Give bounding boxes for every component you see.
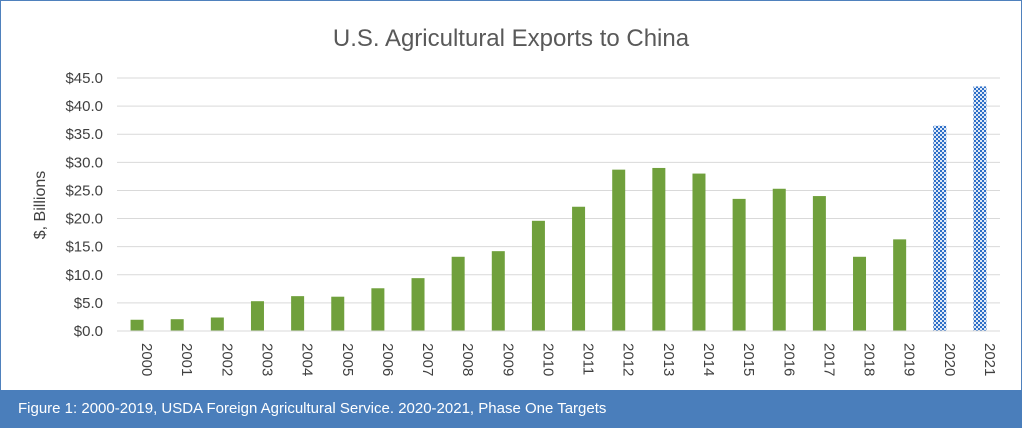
x-tick-label: 2017 <box>820 343 837 376</box>
chart: U.S. Agricultural Exports to China $, Bi… <box>32 25 1000 376</box>
y-axis-label: $, Billions <box>32 171 49 239</box>
bar-2001 <box>170 319 184 331</box>
bar-2000 <box>130 319 144 331</box>
x-tick-label: 2010 <box>539 343 556 376</box>
y-tick-label: $15.0 <box>65 239 103 256</box>
x-tick-label: 2011 <box>580 343 597 375</box>
bar-2002 <box>210 317 224 331</box>
bar-2014 <box>692 173 706 331</box>
y-tick-label: $20.0 <box>65 211 103 228</box>
x-tick-label: 2003 <box>258 343 275 376</box>
bar-2009 <box>491 251 505 331</box>
bar-2021 <box>973 86 987 331</box>
bar-2011 <box>572 206 586 331</box>
bar-2016 <box>772 188 786 331</box>
x-axis-ticks: 2000 2001 2002 2003 2004 2005 2006 2007 2008 2009… <box>138 343 998 376</box>
x-tick-label: 2020 <box>941 343 958 376</box>
bar-2013 <box>652 167 666 331</box>
y-tick-label: $40.0 <box>65 98 103 115</box>
x-tick-label: 2002 <box>218 343 235 376</box>
x-tick-label: 2001 <box>178 343 195 376</box>
bar-2010 <box>531 220 545 331</box>
bar-2008 <box>451 256 465 331</box>
y-axis-ticks: $0.0 $5.0 $10.0 $15.0 $20.0 $25.0 $30.0 $35.0 $4… <box>65 70 103 340</box>
x-tick-label: 2015 <box>740 343 757 376</box>
y-tick-label: $25.0 <box>65 182 103 199</box>
x-tick-label: 2009 <box>499 343 516 376</box>
x-tick-label: 2005 <box>339 343 356 376</box>
bar-2015 <box>732 198 746 331</box>
bars <box>130 86 987 332</box>
y-tick-label: $0.0 <box>74 323 103 340</box>
bar-2018 <box>853 256 867 331</box>
x-tick-label: 2012 <box>620 343 637 376</box>
y-tick-label: $45.0 <box>65 70 103 87</box>
figure-caption: Figure 1: 2000-2019, USDA Foreign Agricu… <box>0 390 1022 428</box>
x-tick-label: 2018 <box>861 343 878 376</box>
bar-2019 <box>893 239 907 331</box>
bar-2020 <box>933 125 947 332</box>
x-tick-label: 2014 <box>700 343 717 376</box>
bar-2012 <box>612 169 626 331</box>
x-tick-label: 2013 <box>660 343 677 376</box>
y-tick-label: $5.0 <box>74 295 103 312</box>
y-tick-label: $35.0 <box>65 126 103 143</box>
x-tick-label: 2004 <box>299 343 316 376</box>
x-tick-label: 2007 <box>419 343 436 376</box>
bar-2004 <box>291 296 305 331</box>
bar-2007 <box>411 278 425 331</box>
y-tick-label: $30.0 <box>65 154 103 171</box>
x-tick-label: 2000 <box>138 343 155 376</box>
x-tick-label: 2021 <box>981 343 998 376</box>
bar-2003 <box>250 301 264 331</box>
gridlines <box>117 77 1000 304</box>
y-tick-label: $10.0 <box>65 267 103 284</box>
x-tick-label: 2006 <box>379 343 396 376</box>
bar-2005 <box>331 296 345 331</box>
x-tick-label: 2008 <box>459 343 476 376</box>
bar-2017 <box>812 196 826 331</box>
x-tick-label: 2019 <box>901 343 918 376</box>
x-tick-label: 2016 <box>780 343 797 376</box>
bar-2006 <box>371 288 385 331</box>
chart-title: U.S. Agricultural Exports to China <box>333 25 690 52</box>
